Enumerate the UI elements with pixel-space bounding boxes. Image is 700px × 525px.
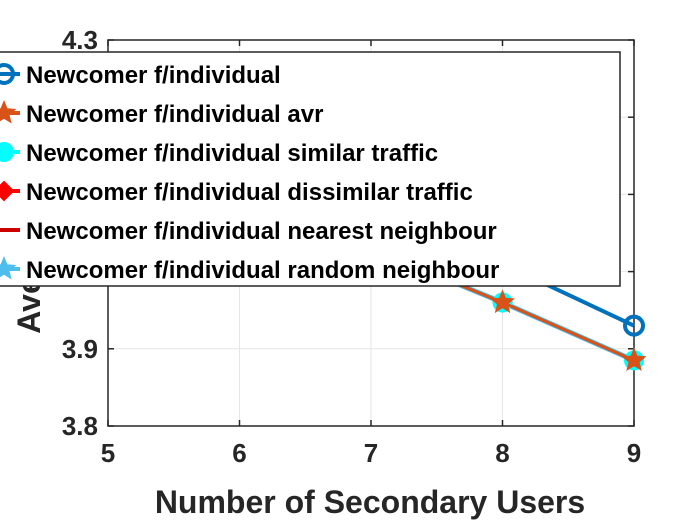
legend-label: Newcomer f/individual random neighbour [26, 257, 499, 284]
data-point [623, 314, 645, 337]
x-tick-label: 6 [232, 438, 246, 468]
x-tick-label: 8 [495, 438, 509, 468]
legend-entry: Newcomer f/individual random neighbour [0, 256, 499, 284]
x-tick-label: 7 [364, 438, 378, 468]
x-axis-title: Number of Secondary Users [155, 484, 585, 520]
legend-entry: Newcomer f/individual avr [0, 100, 323, 128]
x-tick-label: 5 [101, 438, 115, 468]
legend-marker-swatch [0, 100, 17, 124]
legend-marker-swatch [0, 142, 14, 162]
legend-entry: Newcomer f/individual nearest neighbour [0, 218, 497, 245]
axis-ticks: 5 6 7 8 9 3.8 3.9 4.3 [62, 25, 641, 468]
y-tick-label: 4.3 [62, 25, 98, 55]
legend-marker-swatch [0, 63, 15, 85]
legend-box [0, 51, 621, 287]
legend-entry: Newcomer f/individual [0, 62, 281, 89]
x-tick-label: 9 [627, 438, 641, 468]
data-point [490, 289, 515, 313]
legend-entry: Newcomer f/individual similar traffic [0, 140, 438, 167]
legend-marker-swatch [0, 180, 15, 202]
legend-label: Newcomer f/individual nearest neighbour [26, 218, 497, 245]
data-point [621, 347, 647, 371]
legend-marker-swatch [0, 256, 17, 280]
legend-label: Newcomer f/individual avr [26, 101, 323, 128]
legend: Newcomer f/individual Newcomer f/individu… [0, 51, 621, 287]
y-tick-label: 3.9 [62, 334, 98, 364]
legend-label: Newcomer f/individual dissimilar traffic [26, 179, 473, 206]
legend-entry: Newcomer f/individual dissimilar traffic [0, 179, 473, 206]
legend-label: Newcomer f/individual [26, 62, 281, 89]
y-tick-label: 3.8 [62, 411, 98, 441]
legend-label: Newcomer f/individual similar traffic [26, 140, 438, 167]
